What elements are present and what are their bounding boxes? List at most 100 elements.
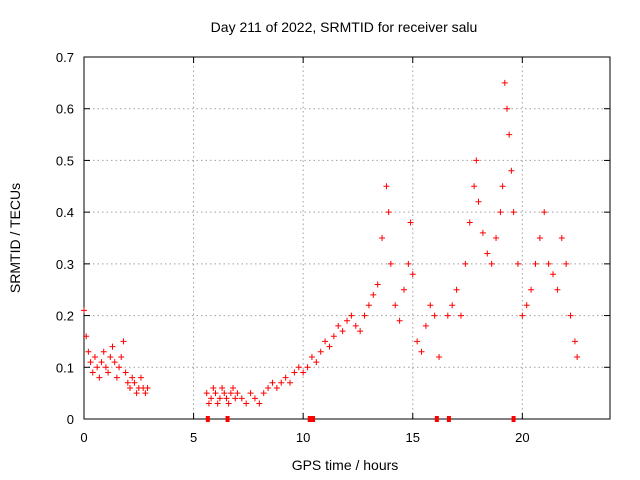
data-point	[528, 286, 535, 293]
data-point	[457, 312, 464, 319]
data-point	[100, 348, 107, 355]
data-point	[225, 400, 232, 407]
data-point	[396, 317, 403, 324]
data-point	[214, 400, 221, 407]
data-point	[230, 384, 237, 391]
data-point	[453, 286, 460, 293]
zero-marker	[511, 416, 516, 422]
data-point	[81, 307, 87, 314]
data-point	[536, 235, 543, 241]
y-tick-label: 0.3	[56, 257, 74, 272]
data-point	[427, 302, 434, 309]
data-point	[238, 395, 245, 402]
data-point	[111, 359, 118, 366]
data-point	[322, 338, 329, 345]
data-point	[374, 281, 381, 288]
data-point	[137, 374, 144, 381]
y-tick-label: 0.2	[56, 309, 74, 324]
data-point	[574, 353, 581, 360]
grid	[84, 57, 610, 419]
y-tick-label: 0.5	[56, 153, 74, 168]
data-point	[392, 302, 399, 309]
data-point	[335, 322, 342, 329]
data-point	[387, 260, 394, 267]
data-point	[414, 338, 421, 345]
y-tick-label: 0.6	[56, 102, 74, 117]
data-point	[234, 390, 241, 397]
zero-marker	[307, 416, 312, 422]
data-point	[422, 322, 429, 329]
data-point	[370, 291, 377, 298]
data-point	[352, 322, 359, 329]
data-points	[81, 79, 581, 422]
data-point	[203, 390, 210, 397]
data-point	[127, 384, 134, 391]
data-point	[232, 395, 239, 402]
zero-marker	[446, 416, 451, 422]
data-point	[227, 390, 234, 397]
data-point	[407, 219, 414, 226]
x-axis-label: GPS time / hours	[292, 457, 399, 473]
data-point	[269, 379, 276, 386]
data-point	[436, 353, 443, 360]
data-point	[94, 364, 101, 371]
data-point	[89, 369, 96, 376]
data-point	[383, 183, 390, 190]
data-point	[431, 312, 438, 319]
data-point	[85, 348, 92, 355]
data-point	[503, 105, 510, 112]
data-point	[144, 384, 151, 391]
zero-marker	[311, 416, 316, 422]
data-point	[449, 302, 456, 309]
data-point	[484, 250, 491, 257]
data-point	[510, 209, 517, 216]
data-point	[273, 384, 280, 391]
x-tick-label: 5	[190, 430, 197, 445]
data-point	[116, 364, 123, 371]
x-tick-label: 0	[80, 430, 87, 445]
zero-marker	[434, 416, 439, 422]
data-point	[473, 157, 480, 164]
data-point	[462, 260, 469, 267]
data-point	[497, 209, 504, 216]
data-point	[142, 390, 149, 397]
data-point	[308, 353, 315, 360]
data-point	[219, 384, 226, 391]
data-point	[405, 260, 412, 267]
data-point	[444, 312, 451, 319]
data-point	[109, 343, 116, 350]
data-point	[223, 395, 230, 402]
data-point	[493, 235, 500, 241]
data-point	[400, 286, 407, 293]
data-point	[265, 384, 272, 391]
data-point	[508, 167, 515, 174]
data-point	[205, 400, 212, 407]
data-point	[326, 343, 333, 350]
data-point	[567, 312, 574, 319]
data-point	[339, 328, 346, 335]
data-point	[365, 302, 372, 309]
data-point	[221, 390, 228, 397]
y-axis-label: SRMTID / TECUs	[7, 183, 23, 293]
data-point	[210, 384, 217, 391]
data-point	[287, 379, 294, 386]
data-point	[317, 348, 324, 355]
data-point	[83, 333, 90, 340]
data-point	[558, 235, 565, 241]
data-point	[545, 260, 552, 267]
y-tick-label: 0	[67, 412, 74, 427]
data-point	[278, 379, 285, 386]
data-point	[519, 312, 526, 319]
data-point	[385, 209, 392, 216]
plot-frame	[83, 56, 611, 420]
zero-marker	[225, 416, 230, 422]
data-point	[113, 374, 120, 381]
data-point	[124, 379, 131, 386]
data-point	[571, 338, 578, 345]
data-point	[300, 369, 307, 376]
data-point	[357, 328, 364, 335]
data-point	[471, 183, 478, 190]
data-point	[523, 302, 530, 309]
data-point	[563, 260, 570, 267]
